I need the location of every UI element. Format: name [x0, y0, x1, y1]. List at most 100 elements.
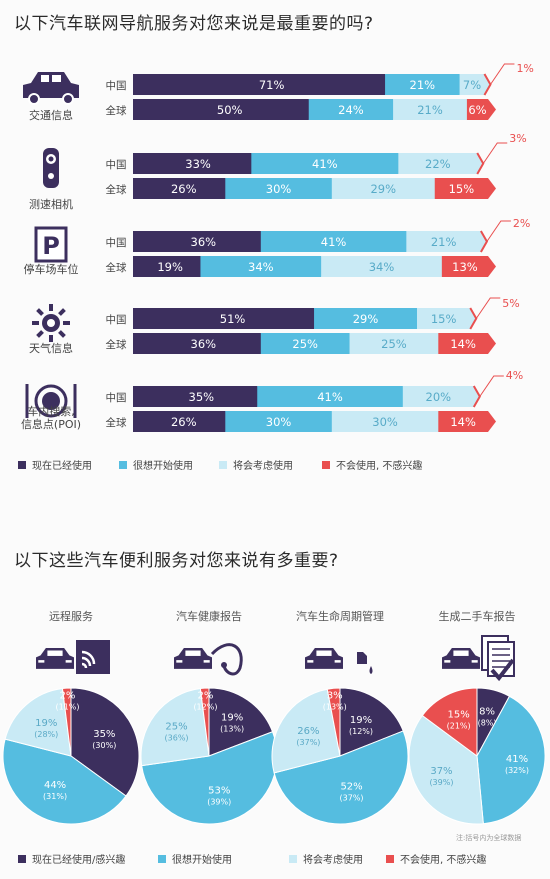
legend-swatch	[289, 855, 297, 863]
pie-slice	[339, 687, 404, 757]
pie-value-label: 35%	[93, 729, 115, 740]
bar-segment	[385, 74, 465, 95]
bar-value-label: 21%	[431, 235, 457, 249]
legend-label: 很想开始使用	[133, 459, 193, 472]
bar-group-label: 测速相机	[29, 197, 73, 211]
bar-segment	[441, 256, 496, 277]
legend-label: 不会使用, 不感兴趣	[400, 853, 486, 866]
bar-group-label: 停车场车位	[24, 262, 79, 276]
pie-slice	[408, 714, 484, 825]
bar-segment	[133, 99, 314, 120]
bar-value-label: 20%	[426, 390, 452, 404]
bar-segment	[133, 333, 266, 354]
bar-row-label: 全球	[106, 183, 127, 196]
bar-value-label: 34%	[248, 260, 274, 274]
pie-value-label: 2%	[198, 690, 214, 701]
bar-value-label: 14%	[450, 415, 476, 429]
bar-segment	[438, 333, 496, 354]
bar-value-label: 29%	[370, 182, 396, 196]
bar-segment	[393, 99, 472, 120]
bar-value-label: 33%	[185, 157, 211, 171]
bar-segment	[321, 256, 447, 277]
pie-value-label: 41%	[506, 754, 528, 765]
car-icon	[23, 72, 79, 105]
bar-row-label: 全球	[106, 338, 127, 351]
bar-group-label: 车内搜索,	[27, 404, 75, 418]
pie-global-label: (32%)	[505, 766, 529, 775]
bar-segment	[133, 178, 231, 199]
pie-value-label: 19%	[221, 712, 243, 723]
bar-segment	[314, 308, 422, 329]
bar-segment	[466, 99, 496, 120]
bar-value-label: 25%	[381, 337, 407, 351]
pie-slice	[476, 695, 546, 825]
bar-segment	[398, 153, 483, 174]
pie-slice	[2, 738, 127, 825]
pie-slice	[70, 687, 140, 797]
nav-title: 以下汽车联网导航服务对您来说是最重要的吗?	[14, 14, 374, 34]
pie-global-label: (12%)	[349, 727, 373, 736]
bar-segment	[133, 308, 320, 329]
bar-segment	[225, 178, 337, 199]
bar-segment	[476, 152, 485, 175]
pie-title: 汽车生命周期管理	[296, 609, 384, 623]
bar-value-label: 35%	[189, 390, 215, 404]
bar-segment	[200, 256, 327, 277]
bar-segment	[331, 178, 440, 199]
pie-value-label: 26%	[297, 726, 319, 737]
bar-segment	[308, 99, 399, 120]
bar-segment	[133, 231, 266, 252]
bar-value-label: 51%	[220, 312, 246, 326]
bar-value-label: 30%	[372, 415, 398, 429]
legend-label: 现在已经使用/感兴趣	[32, 853, 125, 866]
pie-value-label: 37%	[430, 766, 452, 777]
bar-row-label: 中国	[106, 391, 127, 404]
bar-segment	[417, 308, 476, 329]
bar-value-label: 41%	[321, 235, 347, 249]
legend-swatch	[119, 461, 127, 469]
legend-swatch	[18, 461, 26, 469]
used-car-report-icon	[442, 635, 515, 682]
pie-value-label: 3%	[327, 690, 343, 701]
pie-global-label: (13%)	[323, 702, 347, 711]
bar-segment	[260, 231, 412, 252]
pie-global-label: (13%)	[220, 724, 244, 733]
bar-value-label: 30%	[266, 182, 292, 196]
bar-segment	[133, 386, 263, 407]
legend-swatch	[322, 461, 330, 469]
bar-value-label: 36%	[191, 337, 217, 351]
bar-value-label: 5%	[502, 297, 519, 310]
bar-value-label: 1%	[516, 62, 533, 75]
bar-segment	[459, 74, 490, 95]
pie-global-label: (37%)	[340, 794, 364, 803]
bar-row-label: 中国	[106, 313, 127, 326]
bar-segment	[331, 411, 444, 432]
pie-title: 汽车健康报告	[176, 609, 242, 623]
bar-value-label: 24%	[338, 103, 364, 117]
pie-slice	[421, 687, 478, 757]
sun-icon	[32, 304, 70, 342]
bar-segment	[133, 153, 257, 174]
bar-value-label: 14%	[450, 337, 476, 351]
legend-swatch	[219, 461, 227, 469]
bar-value-label: 7%	[463, 78, 481, 92]
pie-note: 注:括号内为全球数据	[456, 833, 521, 842]
lifecycle-icon	[305, 648, 373, 674]
bar-row-label: 全球	[106, 104, 127, 117]
bar-value-label: 25%	[292, 337, 318, 351]
bar-value-label: 36%	[191, 235, 217, 249]
leader-line	[475, 297, 501, 319]
pie-slice	[326, 687, 341, 757]
camera-icon	[43, 148, 59, 188]
pie-slice	[271, 688, 341, 774]
pie-slice	[273, 730, 409, 825]
pie-global-label: (36%)	[165, 733, 189, 742]
bar-value-label: 21%	[417, 103, 443, 117]
pie-global-label: (12%)	[193, 702, 217, 711]
dining-icon	[25, 384, 77, 418]
bar-value-label: 50%	[217, 103, 243, 117]
pie-value-label: 19%	[350, 715, 372, 726]
pie-slice	[4, 687, 72, 757]
pie-global-label: (8%)	[478, 718, 497, 727]
